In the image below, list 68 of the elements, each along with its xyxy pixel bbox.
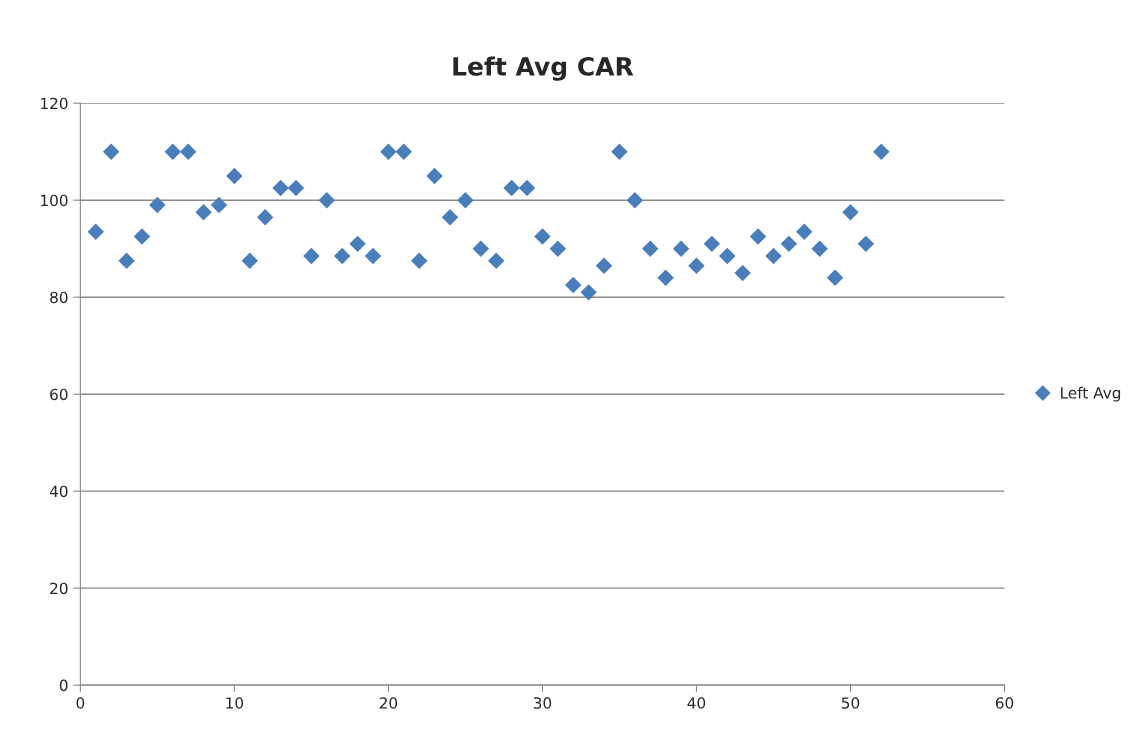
x-tick-label: 60 bbox=[995, 697, 1014, 709]
point bbox=[241, 252, 258, 270]
point bbox=[256, 208, 274, 226]
point bbox=[749, 228, 767, 245]
point bbox=[549, 240, 567, 257]
point bbox=[164, 143, 181, 160]
point bbox=[826, 269, 844, 287]
point bbox=[857, 235, 875, 253]
point bbox=[349, 235, 366, 253]
y-tick-label: 80 bbox=[50, 291, 68, 304]
point bbox=[272, 179, 289, 197]
point bbox=[472, 240, 490, 257]
point bbox=[287, 179, 305, 197]
point bbox=[210, 196, 228, 214]
point bbox=[488, 252, 505, 270]
y-tick-label: 100 bbox=[41, 194, 68, 207]
point bbox=[380, 143, 397, 160]
point bbox=[719, 247, 736, 265]
y-tick-label: 20 bbox=[50, 582, 68, 595]
point bbox=[734, 264, 751, 282]
point bbox=[796, 223, 813, 240]
point bbox=[410, 252, 428, 270]
point bbox=[441, 208, 459, 226]
point bbox=[611, 143, 628, 160]
point bbox=[457, 191, 474, 209]
point bbox=[426, 167, 443, 185]
point bbox=[303, 247, 320, 265]
x-tick-label: 30 bbox=[533, 697, 552, 709]
point bbox=[118, 252, 135, 270]
x-tick-label: 20 bbox=[379, 697, 398, 709]
point bbox=[195, 204, 212, 221]
x-tick-label: 50 bbox=[841, 697, 860, 709]
legend-label: Left Avg bbox=[1061, 386, 1121, 402]
point bbox=[842, 204, 859, 221]
point bbox=[133, 228, 151, 245]
point bbox=[503, 179, 520, 197]
point bbox=[518, 179, 536, 197]
point bbox=[672, 240, 690, 257]
point bbox=[765, 247, 782, 265]
point bbox=[703, 235, 721, 253]
point bbox=[595, 257, 613, 274]
point bbox=[364, 247, 382, 265]
point bbox=[688, 257, 705, 274]
point bbox=[811, 240, 828, 257]
point bbox=[226, 167, 243, 185]
y-tick-label: 40 bbox=[49, 485, 68, 498]
point bbox=[780, 235, 798, 253]
y-tick-label: 120 bbox=[41, 97, 68, 110]
point bbox=[179, 143, 197, 160]
x-tick-label: 10 bbox=[226, 697, 244, 709]
x-tick-label: 40 bbox=[687, 697, 706, 709]
y-tick-label: 60 bbox=[50, 388, 68, 401]
y-tick-label: 0 bbox=[59, 679, 68, 692]
chart-title: Left Avg CAR bbox=[453, 56, 634, 81]
point bbox=[657, 269, 674, 287]
point bbox=[102, 143, 120, 160]
point bbox=[395, 143, 413, 160]
point bbox=[87, 223, 104, 240]
point bbox=[333, 247, 351, 265]
point bbox=[534, 228, 551, 245]
point bbox=[642, 240, 659, 257]
x-tick-label: 0 bbox=[76, 697, 85, 709]
point bbox=[565, 276, 582, 294]
point bbox=[580, 284, 597, 301]
point bbox=[149, 196, 166, 214]
point bbox=[626, 191, 644, 209]
point bbox=[318, 191, 336, 209]
point bbox=[873, 143, 890, 160]
